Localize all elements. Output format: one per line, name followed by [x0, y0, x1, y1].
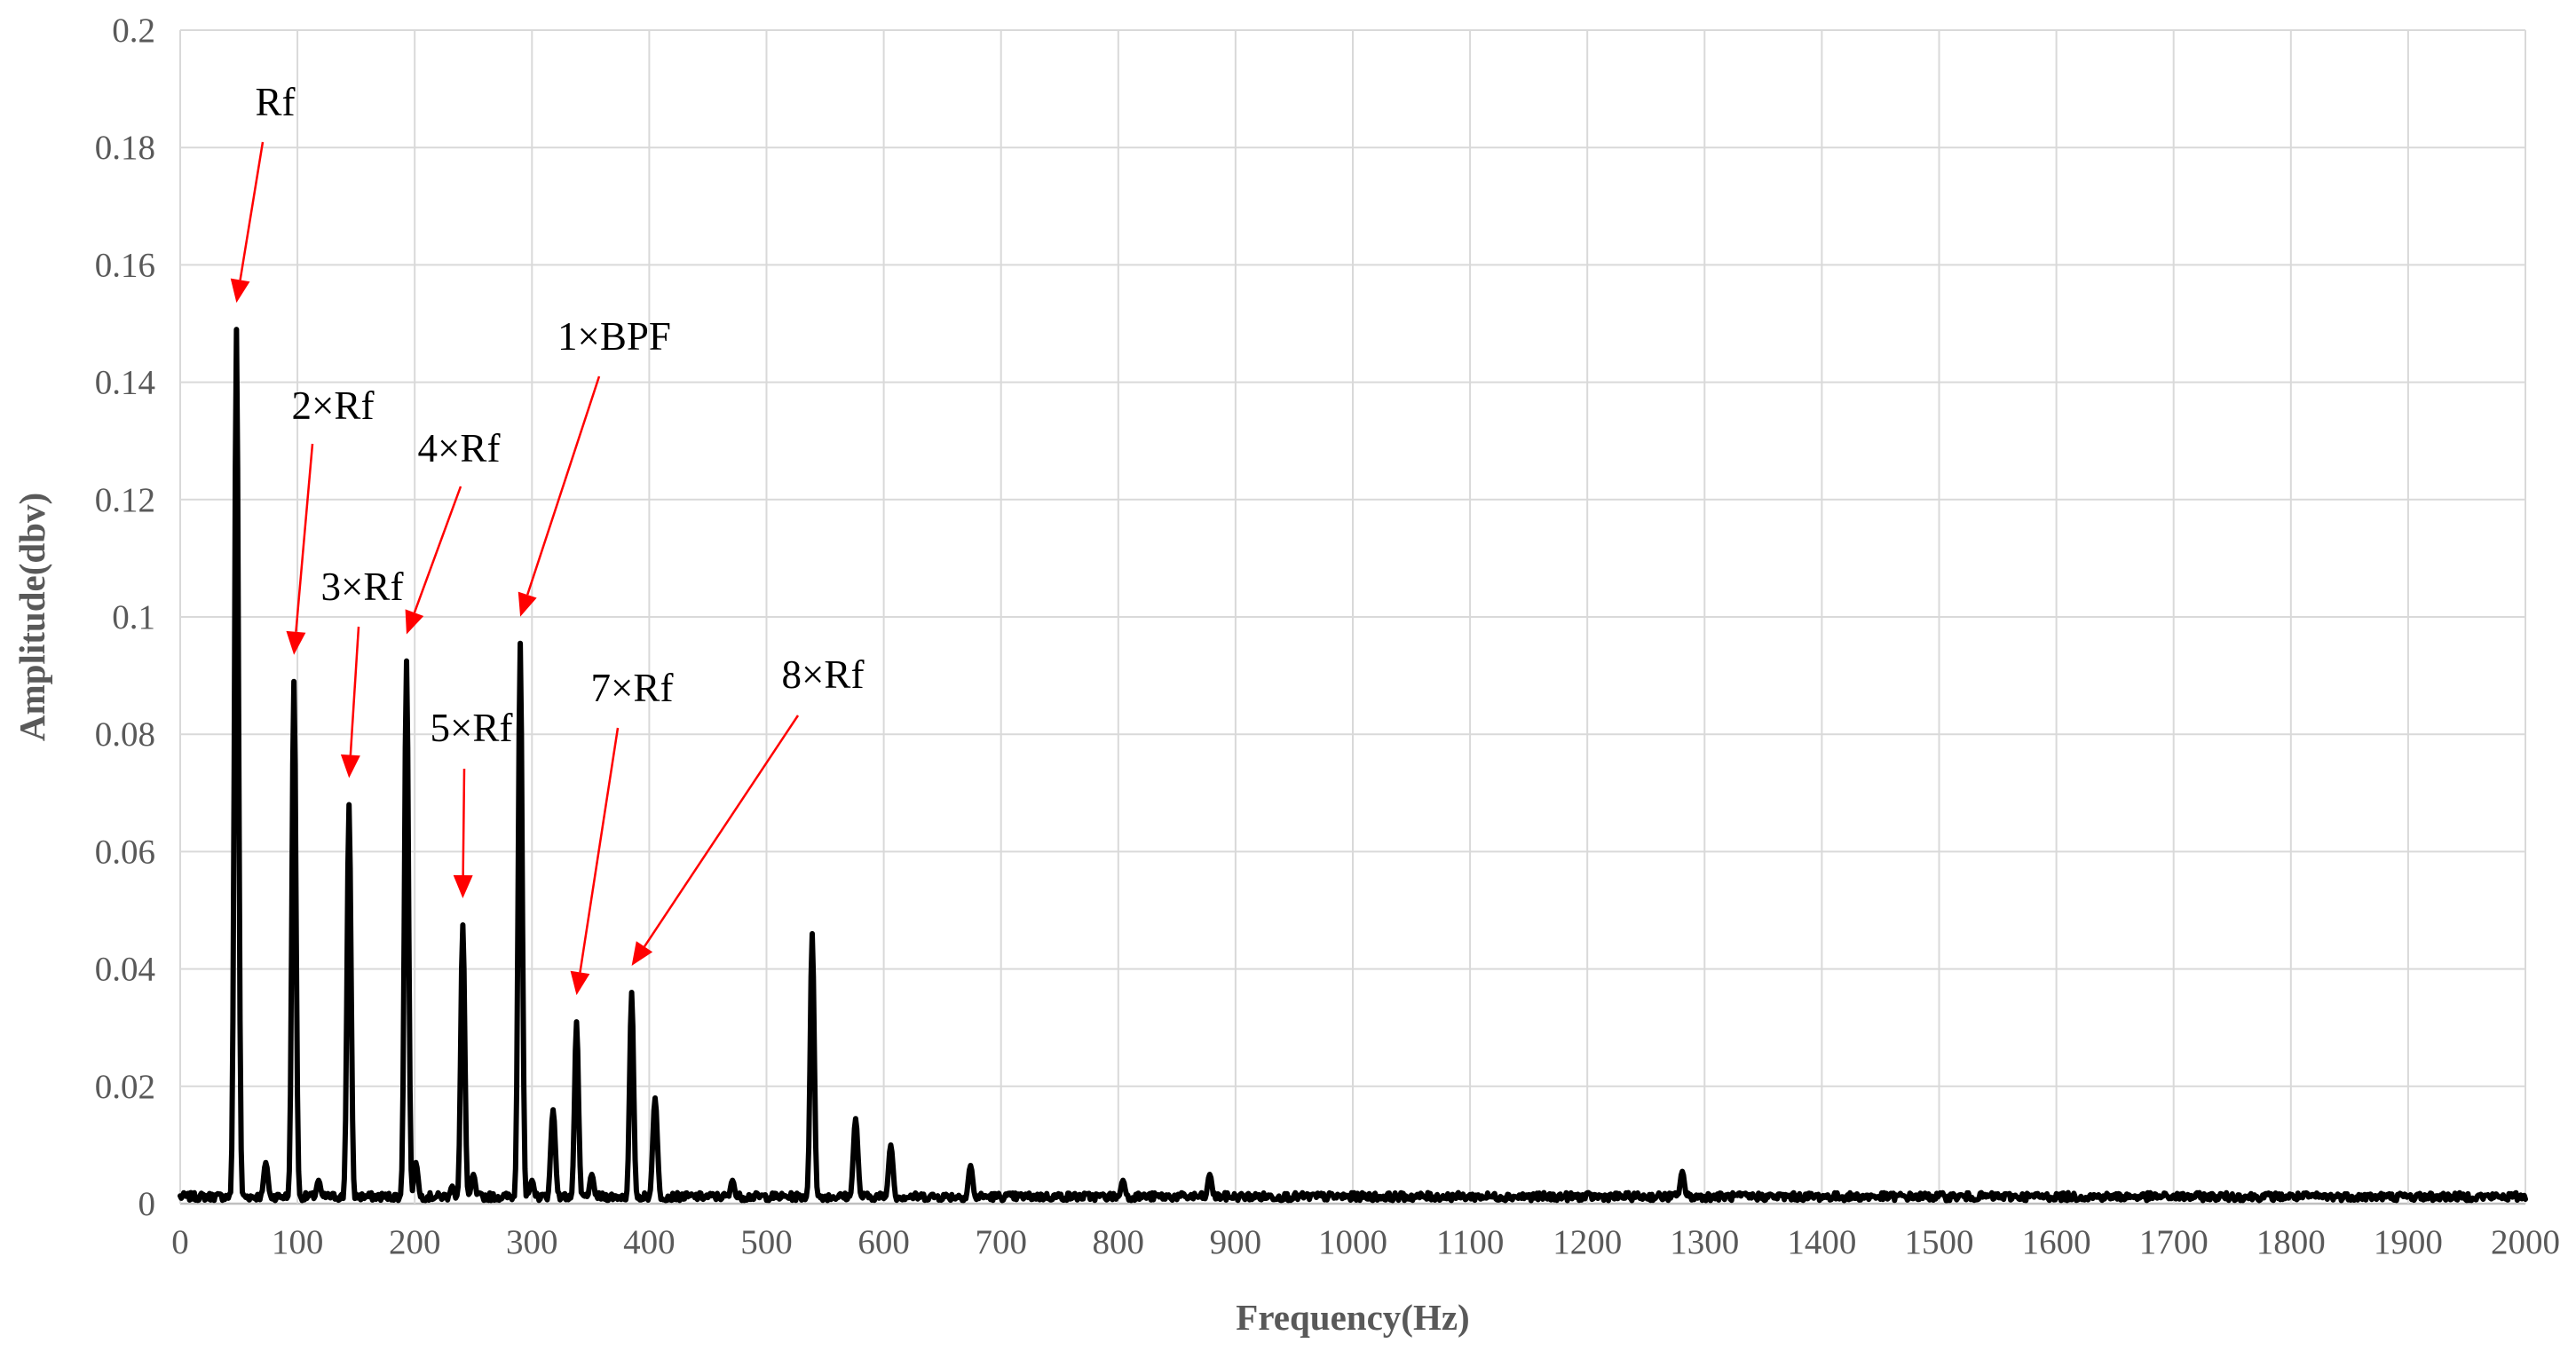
x-tick-label: 600 [857, 1223, 910, 1261]
annotation-label: Rf [256, 80, 296, 124]
annotation: 1×BPF [518, 314, 671, 617]
x-tick-label: 1200 [1553, 1223, 1622, 1261]
x-tick-label: 1400 [1787, 1223, 1856, 1261]
y-axis-title: Amplitude(dbv) [12, 493, 52, 741]
x-tick-label: 800 [1093, 1223, 1145, 1261]
x-tick-labels: 0 100 200 300 400 500 600 700 800 900 1000 1100 1200… [171, 1223, 2560, 1261]
x-tick-label: 300 [506, 1223, 558, 1261]
annotation: 7×Rf [570, 666, 674, 996]
annotation-arrowhead [340, 754, 360, 778]
x-tick-label: 1300 [1670, 1223, 1739, 1261]
annotation-label: 3×Rf [321, 565, 404, 609]
x-tick-label: 700 [975, 1223, 1027, 1261]
x-tick-label: 1000 [1318, 1223, 1387, 1261]
annotation-label: 5×Rf [431, 706, 513, 750]
annotation-label: 7×Rf [591, 666, 674, 710]
annotation-label: 4×Rf [418, 426, 501, 470]
x-tick-label: 0 [171, 1223, 189, 1261]
annotation-arrowhead [453, 874, 473, 899]
x-tick-label: 1700 [2139, 1223, 2209, 1261]
annotation-arrow [462, 768, 466, 876]
x-tick-label: 900 [1210, 1223, 1262, 1261]
y-tick-label: 0.08 [95, 715, 155, 754]
y-tick-label: 0.12 [95, 481, 155, 519]
annotation-arrowhead [405, 609, 424, 635]
x-tick-label: 500 [740, 1223, 793, 1261]
annotation-label: 1×BPF [557, 314, 671, 359]
y-tick-label: 0.18 [95, 129, 155, 167]
x-tick-label: 400 [623, 1223, 676, 1261]
annotation-arrow [526, 375, 601, 596]
x-axis-title: Frequency(Hz) [1236, 1297, 1469, 1338]
x-tick-label: 200 [389, 1223, 441, 1261]
annotation-label: 8×Rf [782, 652, 865, 697]
annotation: 5×Rf [431, 706, 513, 899]
annotation: 4×Rf [405, 426, 501, 635]
annotation: 8×Rf [631, 652, 865, 967]
y-tick-labels: 0 0.02 0.04 0.06 0.08 0.1 0.12 0.14 0.16 0.18 0.2 [95, 12, 155, 1223]
x-tick-label: 100 [272, 1223, 324, 1261]
annotation-arrow [295, 443, 314, 632]
y-tick-label: 0.1 [112, 598, 155, 636]
x-gridlines [179, 30, 2526, 1204]
x-tick-label: 1900 [2374, 1223, 2443, 1261]
annotation-arrow [579, 727, 620, 973]
annotation: 3×Rf [321, 565, 404, 778]
annotation-arrowhead [518, 591, 537, 617]
annotation-arrow [413, 486, 462, 613]
annotation-arrowhead [570, 970, 590, 996]
annotation-arrowhead [631, 941, 653, 967]
y-tick-label: 0.14 [95, 364, 155, 402]
annotation-arrow [239, 141, 265, 280]
y-tick-label: 0.04 [95, 951, 155, 989]
x-tick-label: 1100 [1436, 1223, 1505, 1261]
y-tick-label: 0.2 [112, 12, 155, 50]
y-tick-label: 0 [138, 1185, 156, 1223]
annotation-arrow [643, 715, 800, 948]
annotation-label: 2×Rf [292, 383, 375, 428]
annotation-arrowhead [230, 278, 250, 304]
x-tick-label: 1600 [2022, 1223, 2091, 1261]
annotation: Rf [230, 80, 296, 304]
x-tick-label: 1800 [2256, 1223, 2326, 1261]
x-tick-label: 2000 [2491, 1223, 2560, 1261]
x-tick-label: 1500 [1905, 1223, 1974, 1261]
amplitude-series-line [178, 327, 2528, 1204]
y-tick-label: 0.02 [95, 1068, 155, 1106]
annotation-arrowhead [286, 630, 306, 655]
peak-annotations: Rf 2×Rf 3×Rf 4×Rf 5×Rf 1×BPF 7×Rf 8×Rf [230, 80, 865, 996]
y-tick-label: 0.06 [95, 833, 155, 871]
annotation-arrow [349, 626, 360, 755]
y-tick-label: 0.16 [95, 246, 155, 284]
annotation: 2×Rf [286, 383, 374, 655]
